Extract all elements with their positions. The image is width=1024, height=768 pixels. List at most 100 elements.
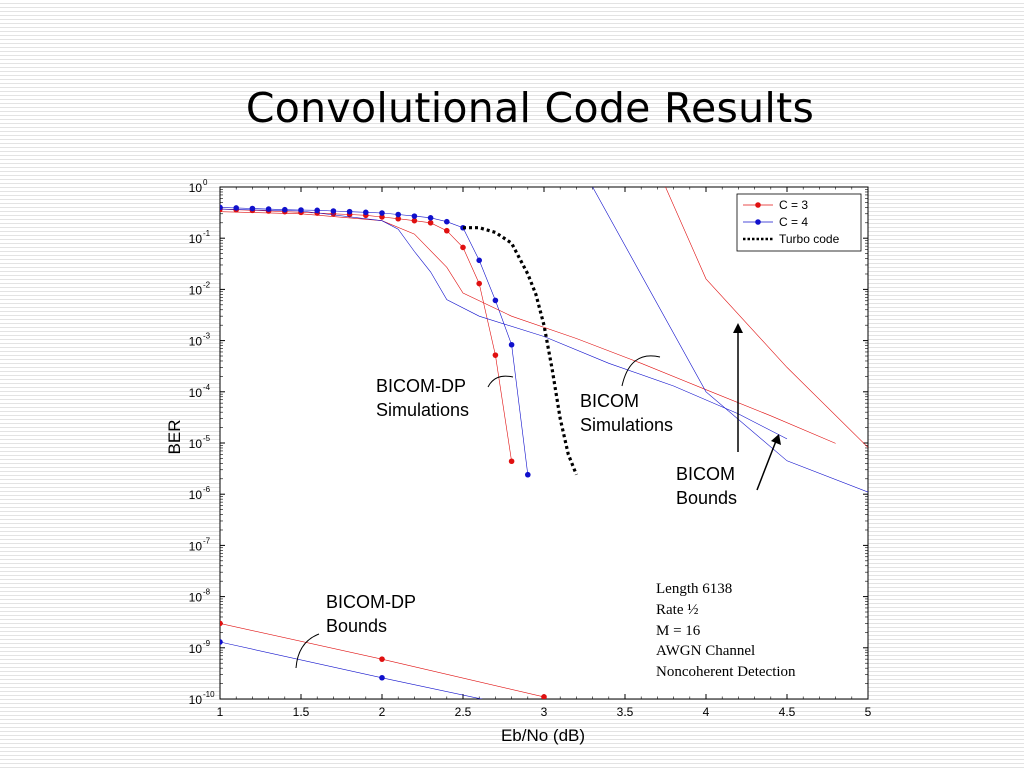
- data-point-bicom-dp-simulation-4: [233, 205, 239, 211]
- x-tick-label: 5: [865, 705, 872, 719]
- y-tick-exponent: -1: [203, 229, 211, 238]
- data-point-bicom-dp-simulation-3: [492, 352, 499, 358]
- data-point-bicom-dp-bound-3: [541, 694, 547, 699]
- x-axis-label: Eb/No (dB): [501, 726, 585, 745]
- annotation-line: Simulations: [580, 415, 674, 435]
- arrow-head-lower: [771, 434, 781, 445]
- y-axis-label: BER: [165, 420, 184, 455]
- x-tick-label: 4.5: [779, 705, 796, 719]
- plot-area: [219, 186, 869, 700]
- x-tick-label: 1.5: [293, 705, 310, 719]
- data-point-bicom-dp-simulation-4: [444, 218, 450, 225]
- x-tick-label: 2: [379, 705, 386, 719]
- parameter-info-box: Length 6138 Rate ½ M = 16 AWGN Channel N…: [656, 579, 796, 683]
- data-point-bicom-dp-simulation-4: [508, 341, 515, 348]
- x-tick-label: 3: [541, 705, 548, 719]
- annotation-line: Bounds: [676, 488, 738, 508]
- annotation-line: BICOM-DP: [376, 376, 466, 396]
- data-point-bicom-dp-simulation-3: [427, 219, 434, 226]
- info-detection: Noncoherent Detection: [656, 664, 796, 681]
- y-tick-exponent: -2: [203, 280, 211, 289]
- data-point-bicom-dp-simulation-4: [346, 208, 353, 215]
- arrow-head-upper: [733, 323, 743, 333]
- legend-label: Turbo code: [779, 232, 840, 246]
- data-point-bicom-dp-simulation-4: [476, 257, 483, 264]
- annotation-bicom-bounds: BICOM Bounds: [676, 462, 737, 510]
- y-tick-exponent: -9: [203, 639, 211, 648]
- y-tick-exponent: -10: [203, 690, 215, 699]
- info-modulation: M = 16: [656, 622, 701, 639]
- data-point-bicom-dp-simulation-4: [525, 471, 531, 478]
- y-tick-exponent: -3: [203, 332, 211, 341]
- data-point-bicom-dp-simulation-4: [220, 204, 223, 211]
- x-tick-label: 4: [703, 705, 710, 719]
- data-point-bicom-dp-simulation-3: [460, 244, 466, 251]
- pointer-arc-bicom-dp-sim: [487, 375, 514, 388]
- series-line-turbo-code: [463, 226, 578, 476]
- data-point-bicom-dp-simulation-4: [379, 210, 385, 216]
- slide-title: Convolutional Code Results: [245, 84, 815, 132]
- x-tick-label: 3.5: [617, 705, 634, 719]
- annotation-line: BICOM: [676, 464, 736, 484]
- data-point-bicom-dp-bound-4: [220, 639, 223, 645]
- annotation-bicom-dp-bounds: BICOM-DP Bounds: [326, 590, 416, 638]
- y-tick-exponent: -6: [203, 485, 211, 494]
- y-tick-label: 10: [189, 335, 203, 349]
- arrow-bicom-bounds-lower: [756, 440, 777, 491]
- info-rate: Rate ½: [656, 601, 699, 618]
- legend-swatch-marker: [755, 219, 761, 225]
- y-tick-exponent: -7: [203, 536, 211, 545]
- data-point-bicom-dp-simulation-4: [330, 208, 337, 214]
- legend-label: C = 4: [779, 215, 808, 229]
- y-tick-label: 10: [189, 693, 203, 707]
- data-point-bicom-dp-bound-3: [220, 620, 223, 627]
- y-tick-label: 10: [189, 591, 203, 605]
- data-point-bicom-dp-simulation-4: [363, 209, 369, 216]
- legend-swatch-marker: [755, 202, 761, 208]
- data-point-bicom-dp-simulation-3: [508, 458, 515, 465]
- annotation-line: Bounds: [326, 616, 388, 636]
- series-line-bicom-bound-3: [665, 187, 868, 448]
- data-point-bicom-dp-simulation-4: [492, 297, 499, 304]
- data-point-bicom-dp-simulation-4: [411, 213, 418, 219]
- data-point-bicom-dp-simulation-4: [265, 206, 272, 212]
- annotation-bicom-simulations: BICOM Simulations: [580, 389, 673, 437]
- data-point-bicom-dp-simulation-4: [314, 207, 321, 214]
- annotation-line: BICOM: [580, 391, 640, 411]
- data-point-bicom-dp-simulation-3: [379, 214, 385, 220]
- x-tick-label: 2.5: [455, 705, 472, 719]
- y-tick-label: 10: [189, 642, 203, 656]
- annotation-bicom-dp-simulations: BICOM-DP Simulations: [376, 374, 469, 422]
- data-point-bicom-dp-simulation-3: [476, 280, 483, 287]
- data-point-bicom-dp-simulation-3: [395, 215, 402, 222]
- annotation-line: Simulations: [376, 400, 470, 420]
- pointer-arc-bicom-dp-bounds: [295, 633, 320, 669]
- legend-label: C = 3: [779, 198, 808, 212]
- y-tick-exponent: -4: [203, 383, 211, 392]
- y-tick-label: 10: [189, 539, 203, 553]
- y-tick-label: 10: [189, 232, 203, 246]
- y-tick-label: 10: [189, 488, 203, 502]
- info-length: Length 6138: [656, 581, 733, 597]
- data-point-bicom-dp-simulation-4: [282, 206, 288, 213]
- data-point-bicom-dp-simulation-4: [298, 207, 304, 213]
- y-tick-exponent: 0: [203, 178, 208, 187]
- y-tick-exponent: -8: [203, 588, 211, 597]
- data-point-bicom-dp-bound-4: [379, 674, 385, 681]
- data-point-bicom-dp-simulation-4: [395, 211, 402, 218]
- series-line-bicom-simulation-3: [220, 211, 836, 444]
- pointer-arc-bicom-sim: [621, 355, 661, 387]
- series-line-bicom-simulation-4: [220, 208, 788, 440]
- data-point-bicom-dp-bound-3: [379, 656, 385, 662]
- x-tick-label: 1: [217, 705, 224, 719]
- y-tick-label: 10: [189, 181, 203, 195]
- data-point-bicom-dp-simulation-4: [249, 205, 256, 212]
- info-channel: AWGN Channel: [656, 643, 756, 660]
- data-point-bicom-dp-simulation-3: [411, 217, 418, 224]
- y-tick-label: 10: [189, 437, 203, 451]
- y-tick-label: 10: [189, 386, 203, 400]
- data-point-bicom-dp-simulation-3: [444, 227, 450, 234]
- y-tick-label: 10: [189, 283, 203, 297]
- y-tick-exponent: -5: [203, 434, 211, 443]
